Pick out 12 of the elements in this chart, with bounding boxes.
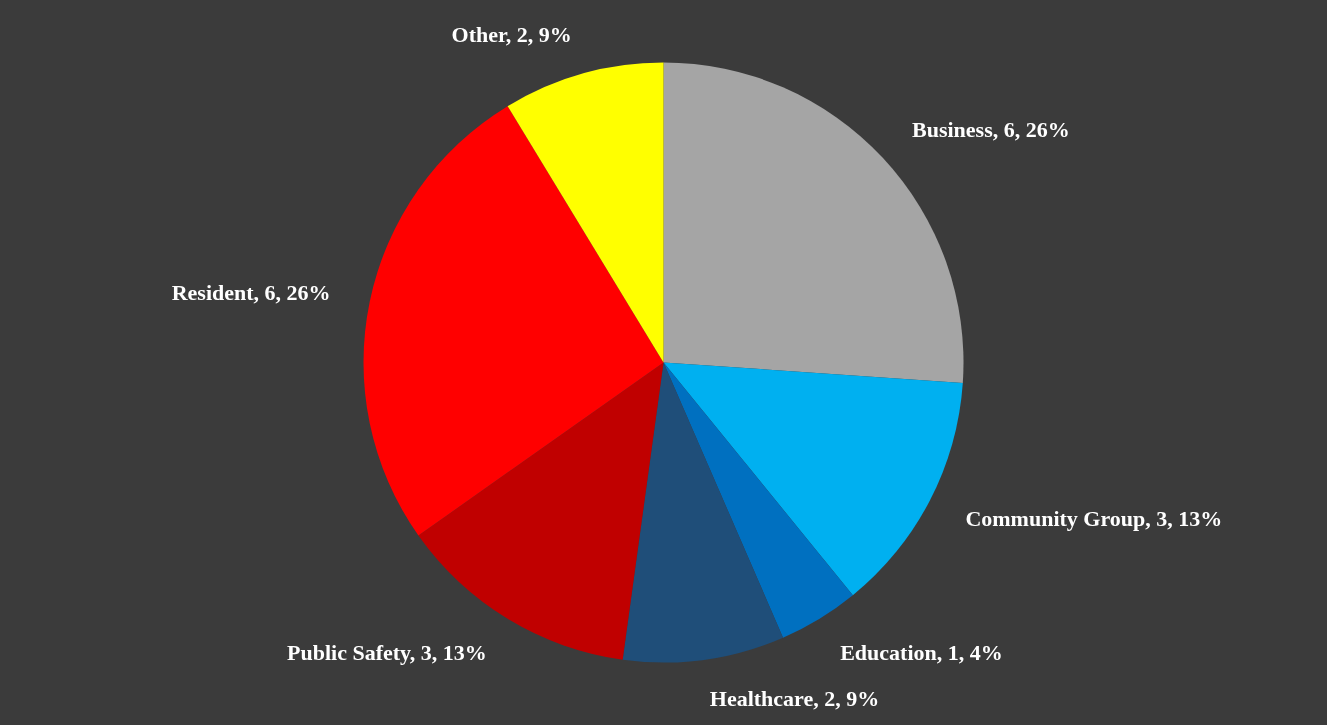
slice-label: Healthcare, 2, 9% (709, 686, 880, 712)
pie-slice (622, 362, 784, 663)
pie-slice (363, 106, 664, 536)
pie-slice (663, 362, 963, 596)
pie-slice (507, 62, 664, 363)
slice-label: Public Safety, 3, 13% (287, 640, 487, 665)
slice-label: Community Group, 3, 13% (965, 505, 1223, 531)
slice-label: Resident, 6, 26% (171, 280, 331, 306)
slice-label: Business, 6, 26% (911, 117, 1070, 143)
pie-slice (663, 362, 853, 638)
slice-label: Education, 1, 4% (840, 640, 1003, 665)
slice-label: Other, 2, 9% (451, 22, 572, 48)
